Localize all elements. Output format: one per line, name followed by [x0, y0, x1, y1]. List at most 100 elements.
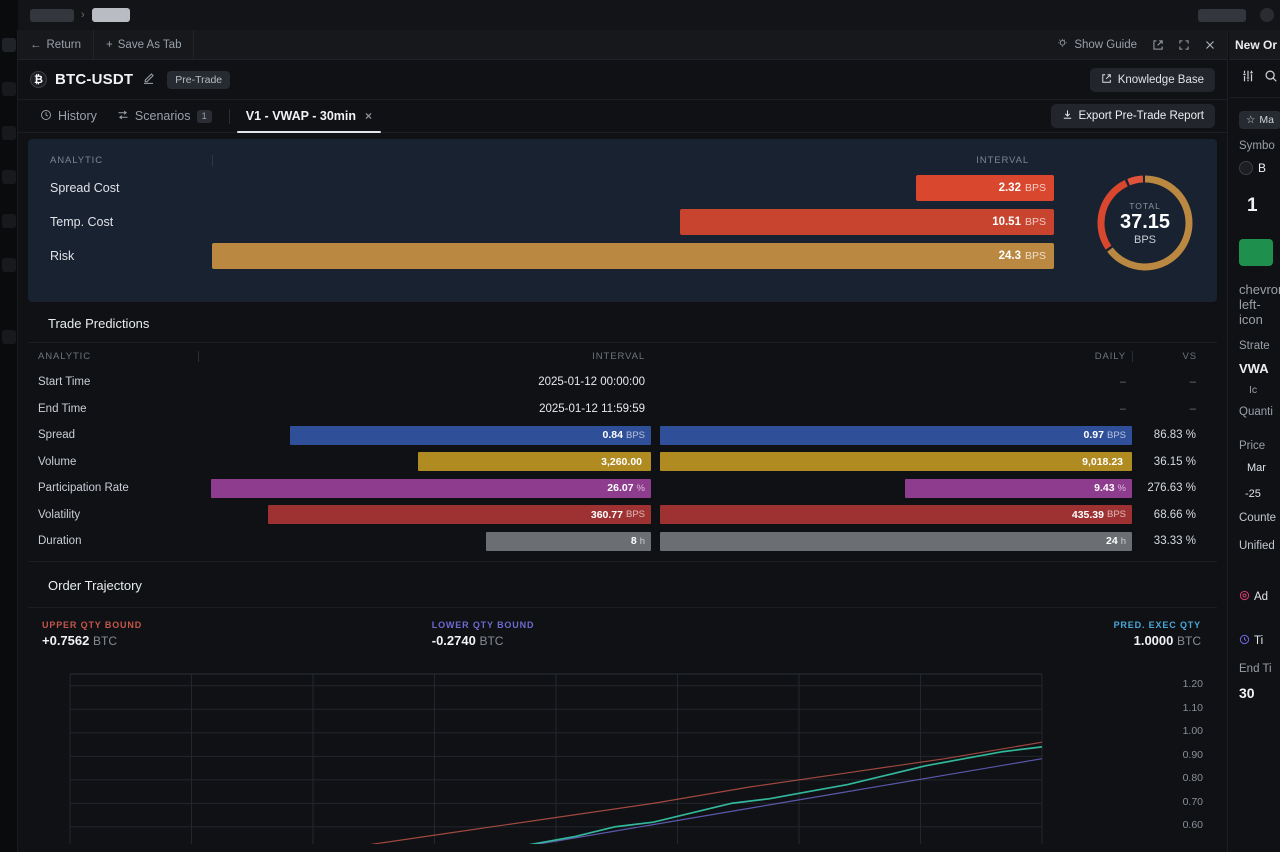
- legend-unit: BTC: [1177, 633, 1201, 648]
- interval-cell: 3,260.00: [211, 452, 651, 472]
- interval-bar[interactable]: 3,260.00: [417, 452, 651, 472]
- fullscreen-icon[interactable]: [1171, 30, 1197, 60]
- daily-bar[interactable]: 0.97 BPS: [660, 425, 1132, 445]
- timing-section[interactable]: Ti: [1239, 632, 1280, 650]
- strategy-value[interactable]: VWA: [1239, 361, 1269, 376]
- cost-row-risk: Risk 24.3 BPS: [28, 239, 1217, 273]
- return-button[interactable]: ← Return: [18, 29, 95, 60]
- cost-panel-header: ANALYTIC INTERVAL: [28, 149, 1217, 171]
- sliders-icon[interactable]: [1241, 69, 1255, 88]
- row-label: Participation Rate: [38, 482, 129, 495]
- rail-icon-portfolio[interactable]: [2, 126, 16, 140]
- header-divider: [198, 350, 199, 362]
- tab-history[interactable]: History: [30, 100, 107, 133]
- daily-bar[interactable]: 9.43%: [905, 478, 1132, 498]
- legend-unit: BTC: [92, 633, 117, 648]
- top-bar-action[interactable]: [1198, 8, 1246, 22]
- bar-unit: h: [1120, 535, 1126, 547]
- return-label: Return: [46, 38, 82, 51]
- end-time-label: End Ti: [1239, 663, 1272, 675]
- price-offset-value[interactable]: -25: [1245, 488, 1261, 500]
- clock-icon: [40, 109, 52, 124]
- interval-bar[interactable]: 0.84 BPS: [290, 425, 651, 445]
- rail-icon-analytics[interactable]: [2, 170, 16, 184]
- edit-icon[interactable]: [142, 72, 155, 88]
- cost-bar-spread[interactable]: 2.32 BPS: [915, 175, 1054, 201]
- search-icon[interactable]: [1264, 69, 1278, 88]
- cost-bar-risk[interactable]: 24.3 BPS: [212, 243, 1054, 269]
- save-as-tab-button[interactable]: + Save As Tab: [94, 29, 195, 60]
- scenarios-count-badge: 1: [196, 109, 212, 123]
- daily-bar[interactable]: 435.39 BPS: [660, 505, 1132, 525]
- interval-bar[interactable]: 360.77 BPS: [268, 505, 651, 525]
- strategy-label: Strate: [1239, 340, 1270, 352]
- tab-scenarios[interactable]: Scenarios 1: [107, 100, 222, 133]
- rail-icon-dashboard[interactable]: [2, 38, 16, 52]
- vs-cell: 68.66 %: [1153, 508, 1196, 521]
- row-label: Spread: [38, 429, 76, 442]
- plus-icon: +: [106, 38, 113, 51]
- cost-bar-value: 10.51: [992, 216, 1021, 228]
- daily-text: –: [1119, 376, 1126, 389]
- rail-icon-orders[interactable]: [2, 82, 16, 96]
- row-label: Start Time: [38, 376, 91, 389]
- vs-cell: 33.33 %: [1153, 535, 1196, 548]
- knowledge-base-button[interactable]: Knowledge Base: [1089, 67, 1215, 92]
- interval-bar[interactable]: 26.07%: [211, 478, 651, 498]
- row-label: Volume: [38, 455, 77, 468]
- show-guide-button[interactable]: Show Guide: [1049, 38, 1145, 52]
- table-row: Start Time 2025-01-12 00:00:00 – –: [28, 369, 1217, 396]
- close-icon[interactable]: ×: [365, 109, 373, 123]
- export-pre-trade-report-button[interactable]: Export Pre-Trade Report: [1050, 104, 1215, 128]
- daily-bar[interactable]: 9,018.23: [660, 452, 1132, 472]
- trade-predictions-table: ANALYTIC INTERVAL DAILY VS Start Time 202…: [28, 343, 1217, 555]
- window-toolbar-actions: Show Guide: [1049, 30, 1227, 60]
- chevron-left-icon[interactable]: chevron-left-icon: [1239, 282, 1280, 327]
- lightbulb-icon: [1057, 38, 1068, 52]
- external-link-icon[interactable]: [1145, 30, 1171, 60]
- tab-v1-vwap-30min[interactable]: V1 - VWAP - 30min ×: [236, 100, 382, 133]
- rail-icon-help[interactable]: [2, 330, 16, 344]
- breadcrumb-item-1[interactable]: [30, 8, 74, 22]
- buy-button[interactable]: [1239, 239, 1273, 266]
- cost-bar-temp[interactable]: 10.51 BPS: [680, 209, 1054, 235]
- iceberg-label[interactable]: Ic: [1249, 384, 1258, 396]
- bar-unit: %: [636, 482, 645, 494]
- bar-value: 3,260.00: [601, 455, 642, 468]
- bar-value: 8: [630, 535, 637, 548]
- market-order-type[interactable]: Mar: [1247, 462, 1266, 474]
- top-bar-avatar[interactable]: [1260, 8, 1274, 22]
- breadcrumb-separator: ›: [81, 9, 85, 21]
- symbol-value-row[interactable]: B: [1239, 161, 1280, 175]
- close-icon[interactable]: [1197, 30, 1223, 60]
- trajectory-legend: UPPER QTY BOUND +0.7562 BTC LOWER QTY BO…: [18, 608, 1227, 654]
- interval-cell: 360.77 BPS: [211, 505, 651, 525]
- interval-text: 2025-01-12 11:59:59: [539, 402, 645, 415]
- timing-label: Ti: [1254, 635, 1264, 647]
- legend-pred-exec-qty: PRED. EXEC QTY 1.0000 BTC: [1114, 620, 1201, 648]
- bar-unit: BPS: [625, 509, 645, 521]
- col-interval: INTERVAL: [592, 350, 645, 362]
- instrument-title-row: ₿ BTC-USDT Pre-Trade Knowledge Base: [18, 60, 1227, 100]
- cost-row-label: Temp. Cost: [50, 215, 114, 229]
- rail-icon-reports[interactable]: [2, 214, 16, 228]
- vs-cell: 36.15 %: [1153, 455, 1196, 468]
- market-tab-badge[interactable]: ☆ Ma: [1239, 111, 1280, 129]
- new-order-header: New Or: [1229, 30, 1280, 60]
- rail-icon-settings[interactable]: [2, 258, 16, 272]
- advanced-section[interactable]: Ad: [1239, 588, 1280, 606]
- breadcrumb-item-2[interactable]: [91, 8, 130, 22]
- order-trajectory-title: Order Trajectory: [28, 560, 1217, 608]
- cost-bar-unit: BPS: [1024, 250, 1046, 262]
- end-time-value[interactable]: 30: [1239, 685, 1255, 701]
- header-divider: [1132, 350, 1133, 362]
- daily-bar[interactable]: 24 h: [660, 531, 1132, 551]
- table-row: Participation Rate 26.07% 9.43% 276.63 %: [28, 475, 1217, 502]
- cost-header-divider: [212, 154, 213, 166]
- order-trajectory-chart[interactable]: 1.20 1.10 1.00 0.90 0.80 0.70 0.60 0.50: [28, 662, 1217, 844]
- daily-cell: 9.43%: [660, 478, 1132, 498]
- page-title: BTC-USDT: [55, 71, 134, 88]
- donut-total-unit: BPS: [1133, 233, 1156, 246]
